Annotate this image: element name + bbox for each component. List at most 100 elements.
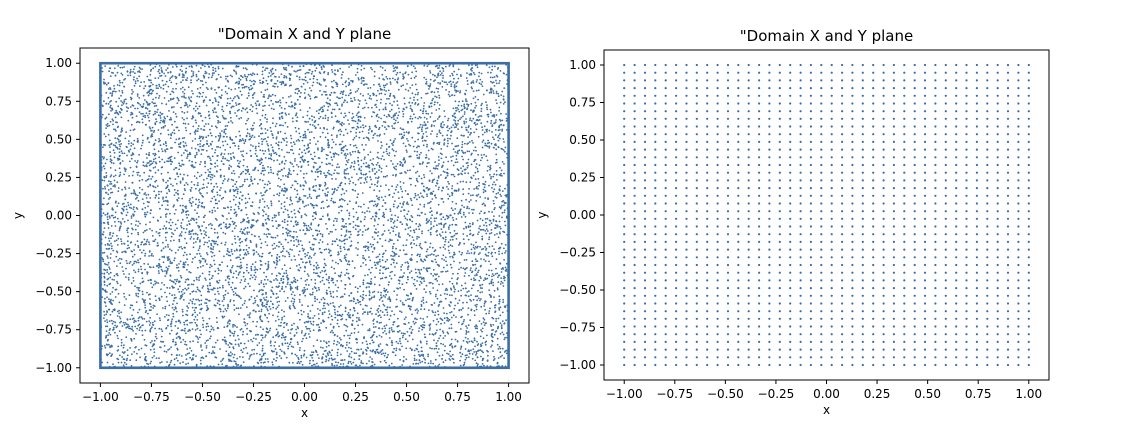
scatter-point [177, 175, 180, 178]
scatter-point [103, 197, 105, 200]
scatter-point [249, 312, 252, 314]
scatter-point [298, 140, 301, 142]
scatter-point [441, 80, 444, 82]
scatter-point [295, 328, 297, 331]
scatter-point [482, 183, 484, 185]
scatter-point [263, 271, 265, 274]
scatter-point [133, 147, 136, 150]
scatter-point [148, 112, 151, 115]
scatter-point [398, 197, 400, 200]
scatter-point [467, 164, 469, 167]
scatter-point [393, 259, 395, 262]
scatter-point [355, 173, 358, 175]
scatter-point [125, 276, 127, 278]
scatter-point [223, 130, 226, 133]
scatter-point [341, 96, 344, 99]
scatter-point [379, 360, 382, 363]
scatter-point [461, 204, 463, 207]
scatter-point [394, 188, 397, 191]
scatter-point [263, 186, 266, 189]
scatter-point [365, 83, 368, 86]
scatter-point [343, 171, 346, 173]
scatter-point [477, 231, 480, 234]
scatter-point [302, 134, 305, 136]
scatter-point [296, 245, 298, 248]
scatter-point [255, 325, 258, 328]
scatter-point [256, 219, 259, 222]
scatter-point [132, 208, 135, 211]
scatter-point [403, 356, 405, 358]
scatter-point [136, 107, 139, 110]
scatter-point [380, 147, 382, 149]
scatter-point [149, 329, 152, 332]
scatter-point [161, 330, 164, 333]
scatter-point [491, 329, 493, 331]
scatter-point [331, 329, 333, 332]
scatter-point [437, 74, 439, 77]
scatter-point [338, 239, 341, 242]
scatter-point [226, 218, 228, 220]
scatter-point [244, 202, 247, 205]
scatter-point [141, 317, 144, 320]
scatter-point [194, 129, 197, 132]
scatter-point [462, 115, 464, 118]
scatter-point [265, 299, 267, 301]
scatter-point [226, 180, 229, 182]
scatter-point [310, 89, 313, 92]
scatter-point [254, 278, 257, 281]
scatter-point [375, 195, 378, 198]
scatter-point [229, 334, 232, 337]
scatter-point [418, 353, 420, 356]
scatter-point [415, 271, 417, 274]
scatter-point [174, 278, 176, 281]
scatter-point [150, 136, 152, 138]
scatter-point [302, 176, 305, 179]
scatter-point [386, 311, 389, 314]
scatter-point [238, 256, 240, 259]
scatter-point [334, 69, 336, 72]
scatter-point [309, 202, 312, 205]
scatter-point [250, 353, 253, 356]
scatter-point [155, 104, 158, 107]
scatter-point [264, 183, 266, 186]
scatter-point [170, 320, 173, 323]
scatter-point [265, 140, 268, 143]
scatter-point [199, 261, 202, 264]
scatter-point [183, 188, 186, 190]
scatter-point [139, 104, 142, 106]
scatter-point [395, 73, 398, 76]
scatter-point [334, 169, 336, 172]
scatter-point [380, 117, 382, 120]
scatter-point [380, 170, 383, 173]
scatter-point [501, 211, 504, 214]
scatter-point [280, 141, 283, 144]
scatter-point [160, 148, 163, 150]
scatter-point [379, 102, 382, 104]
scatter-point [165, 314, 168, 316]
scatter-point [141, 334, 144, 336]
scatter-point [181, 310, 184, 313]
scatter-point [244, 67, 247, 70]
scatter-point [366, 282, 369, 284]
scatter-point [394, 266, 396, 268]
scatter-point [265, 275, 268, 278]
scatter-point [157, 282, 160, 284]
scatter-point [232, 272, 235, 275]
scatter-point [302, 116, 304, 119]
scatter-point [322, 276, 324, 279]
scatter-point [343, 99, 346, 102]
scatter-point [308, 333, 310, 335]
scatter-point [399, 221, 402, 224]
scatter-point [179, 275, 182, 277]
scatter-point [490, 90, 492, 92]
scatter-point [281, 168, 283, 171]
scatter-point [459, 351, 462, 354]
scatter-point [229, 254, 232, 257]
scatter-point [398, 255, 400, 258]
scatter-point [464, 151, 467, 154]
scatter-point [337, 172, 340, 175]
scatter-point [133, 262, 135, 265]
scatter-point [480, 277, 482, 279]
scatter-point [470, 102, 473, 105]
scatter-point [170, 183, 172, 186]
